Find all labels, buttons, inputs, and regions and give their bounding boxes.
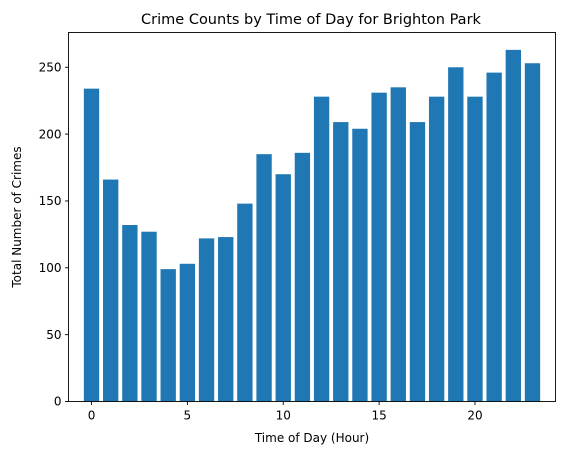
bar-hour-18 [428, 96, 445, 402]
bar-hour-6 [198, 238, 215, 402]
y-tick-label: 250 [39, 60, 62, 74]
y-tick-label: 0 [54, 395, 62, 409]
x-tick-label: 15 [371, 409, 386, 423]
bar-hour-7 [218, 237, 234, 402]
bar-hour-20 [467, 96, 483, 402]
bar-hour-11 [294, 152, 311, 402]
bar-hour-5 [179, 263, 196, 402]
bar-hour-8 [237, 203, 253, 402]
bar-hour-12 [313, 96, 330, 402]
bar-hour-1 [103, 179, 119, 402]
bar-hour-14 [352, 128, 368, 402]
x-axis-label: Time of Day (Hour) [254, 431, 369, 445]
bar-hour-16 [390, 87, 406, 402]
bar-hour-23 [524, 63, 541, 402]
bar-hour-2 [122, 225, 138, 402]
bar-hour-3 [141, 231, 157, 402]
x-tick-label: 5 [184, 409, 192, 423]
y-tick-label: 150 [39, 194, 62, 208]
bars-group [83, 49, 541, 402]
y-axis-label: Total Number of Crimes [10, 146, 24, 288]
bar-hour-13 [333, 122, 349, 402]
y-tick-label: 100 [39, 261, 62, 275]
bar-hour-9 [256, 154, 272, 402]
y-tick-label: 200 [39, 127, 62, 141]
bar-hour-17 [409, 122, 426, 402]
bar-hour-15 [371, 92, 387, 402]
bar-hour-10 [275, 174, 291, 402]
bar-hour-4 [160, 269, 176, 402]
bar-hour-22 [505, 49, 521, 402]
bar-hour-0 [83, 88, 100, 402]
x-tick-label: 0 [88, 409, 96, 423]
bar-hour-19 [448, 67, 464, 402]
x-axis-ticks: 0 5 10 15 20 [88, 401, 483, 423]
plot-frame [68, 32, 556, 402]
chart-title: Crime Counts by Time of Day for Brighton… [141, 12, 481, 28]
y-axis-ticks: 0 50 100 150 200 250 [39, 60, 69, 409]
x-tick-label: 10 [276, 409, 291, 423]
bar-hour-21 [486, 72, 502, 402]
x-tick-label: 20 [467, 409, 482, 423]
y-tick-label: 50 [46, 328, 61, 342]
